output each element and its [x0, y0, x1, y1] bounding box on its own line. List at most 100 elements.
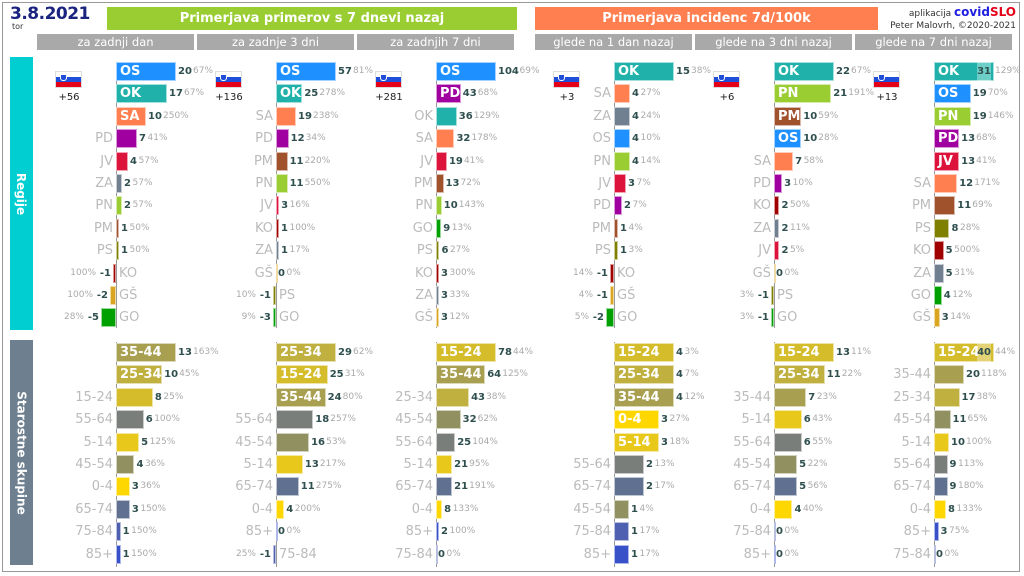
region-label: OK — [120, 86, 142, 102]
region-bar — [614, 174, 626, 193]
age-label: 45-54 — [573, 501, 611, 517]
region-label: GO — [777, 310, 798, 326]
region-percent: 59% — [818, 110, 839, 121]
region-bar — [116, 218, 119, 238]
region-label: JV — [938, 153, 953, 169]
age-percent: 104% — [472, 436, 498, 447]
region-value: 3 — [441, 267, 448, 279]
region-label: GŠ — [617, 288, 636, 303]
age-bar — [116, 410, 144, 430]
region-bar — [110, 286, 116, 305]
region-label: PM — [253, 153, 273, 169]
region-bar — [934, 286, 942, 305]
age-bar — [614, 410, 659, 430]
age-percent: 257% — [330, 414, 356, 425]
region-value: 10 — [803, 110, 818, 122]
age-label: 85+ — [903, 524, 931, 540]
region-percent: 69% — [519, 66, 540, 76]
age-bar — [116, 455, 135, 474]
region-bar — [614, 84, 630, 104]
region-bar — [934, 129, 960, 149]
age-percent: 25% — [163, 391, 184, 402]
age-bar — [116, 499, 130, 519]
region-value: 11 — [957, 200, 972, 212]
region-label: SA — [913, 176, 931, 191]
region-percent: 143% — [458, 200, 485, 211]
age-percent: 11% — [851, 347, 872, 357]
region-percent: 57% — [132, 178, 153, 188]
region-value: 0 — [776, 267, 783, 279]
region-value: 13 — [445, 178, 460, 189]
age-percent: 40% — [802, 503, 823, 514]
age-value: 10 — [164, 369, 179, 381]
region-label: PN — [95, 198, 113, 214]
region-bar — [276, 241, 279, 261]
region-percent: 13% — [451, 222, 472, 233]
region-bar — [771, 308, 774, 328]
age-value: 5 — [799, 481, 807, 493]
age-percent: 44% — [513, 347, 534, 357]
region-value: 4 — [632, 110, 639, 122]
region-percent: 4% — [628, 222, 643, 233]
region-value: 2 — [781, 222, 789, 234]
region-label: GŠ — [752, 265, 771, 281]
region-label: SA — [415, 131, 433, 147]
region-bar — [774, 84, 832, 104]
age-label: 25-34 — [395, 389, 433, 405]
region-label: KO — [752, 198, 771, 214]
region-value: 2 — [124, 178, 131, 189]
age-bar — [436, 432, 456, 452]
region-value: -1 — [596, 290, 608, 301]
age-percent: 133% — [956, 503, 983, 514]
axis-line — [116, 342, 117, 567]
region-percent: 69% — [972, 200, 993, 211]
region-label: GO — [910, 288, 931, 303]
age-percent: 45% — [179, 369, 200, 380]
age-label: 85+ — [743, 546, 771, 562]
region-value: -1 — [99, 267, 111, 279]
region-label: GO — [279, 310, 300, 326]
region-bar — [272, 308, 276, 328]
region-percent: 10% — [640, 133, 661, 144]
region-percent: 278% — [319, 88, 346, 99]
region-label: KO — [254, 220, 273, 236]
age-label: 35-44 — [733, 389, 771, 405]
age-value: 6 — [803, 436, 811, 448]
age-bar — [774, 455, 798, 474]
region-value: 36 — [458, 110, 473, 122]
region-bar — [774, 129, 802, 149]
age-label: 0-4 — [618, 412, 642, 428]
section-regions-text: Regije — [14, 172, 29, 215]
region-bar — [273, 286, 276, 305]
region-value: -5 — [87, 312, 99, 324]
panel-subtitle: za zadnji dan — [37, 34, 194, 50]
age-label: 75-84 — [279, 546, 317, 562]
region-label: KO — [414, 265, 433, 281]
age-label: 65-74 — [75, 501, 113, 517]
age-value: 1 — [631, 503, 638, 515]
region-percent: 33% — [449, 290, 470, 300]
region-bar — [436, 84, 461, 104]
age-percent: 22% — [807, 459, 828, 469]
region-percent: 238% — [313, 110, 339, 121]
region-label: PS — [416, 243, 433, 259]
age-bar — [116, 522, 121, 542]
age-percent: 56% — [807, 481, 828, 492]
region-label: PN — [938, 108, 959, 124]
age-percent: 55% — [812, 436, 833, 447]
region-bar — [276, 151, 288, 171]
age-bar — [436, 544, 438, 564]
region-percent: 27% — [640, 88, 661, 99]
region-bar — [614, 241, 618, 261]
age-label: 35-44 — [893, 367, 931, 383]
age-percent: 191% — [469, 481, 495, 492]
credit-author: Peter Malovrh, ©2020-2021 — [890, 21, 1016, 31]
region-value: 8 — [951, 222, 959, 234]
region-value: 5 — [945, 267, 953, 279]
region-label: OK — [778, 64, 800, 79]
region-value: 1 — [281, 222, 288, 234]
region-bar — [614, 196, 622, 216]
region-percent: 72% — [460, 178, 481, 188]
age-value: 0 — [438, 548, 445, 560]
region-value: 3 — [941, 312, 949, 324]
